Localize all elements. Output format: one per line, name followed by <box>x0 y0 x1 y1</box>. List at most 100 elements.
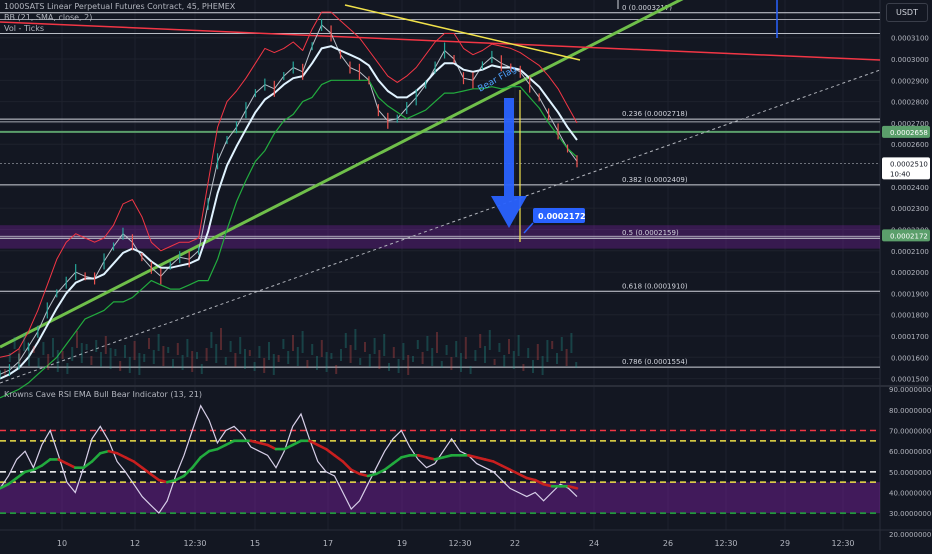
series-ema-segment <box>525 476 537 482</box>
time-axis-tick: 12:30 <box>714 539 737 548</box>
series-ema-segment <box>466 454 478 459</box>
series-ema-segment <box>157 478 169 484</box>
volume-bar <box>47 354 50 370</box>
volume-bar <box>210 332 213 348</box>
volume-bar <box>436 332 438 353</box>
volume-bar <box>95 340 98 352</box>
rsi-axis-tick: 90.0000000 <box>889 386 931 394</box>
volume-bar <box>368 354 371 367</box>
volume-bar <box>200 364 203 374</box>
volume-bar <box>392 347 395 358</box>
series-ema-segment <box>140 466 152 476</box>
time-axis-tick: 22 <box>510 539 520 548</box>
volume-indicator-label[interactable]: Vol - Ticks <box>4 24 45 33</box>
volume-bar <box>191 351 194 372</box>
series-ema-segment <box>400 454 412 459</box>
price-axis-tick: 0.0003100 <box>891 35 929 43</box>
series-ema-segment <box>23 468 35 474</box>
series-bb-lower <box>0 79 578 399</box>
series-ema-segment <box>391 456 403 465</box>
volume-bar <box>464 337 467 359</box>
rsi-indicator-title: Krowns Cave RSI EMA Bull Bear Indicator … <box>4 390 202 399</box>
price-axis-tick: 0.0001800 <box>891 312 929 320</box>
series-ema-segment <box>283 443 294 451</box>
volume-bar <box>397 359 400 373</box>
series-ema-segment <box>483 458 495 463</box>
volume-bar <box>23 333 26 351</box>
volume-bar <box>37 358 40 368</box>
volume-bar <box>215 344 218 363</box>
volume-bar <box>527 348 530 358</box>
volume-bar <box>282 339 285 349</box>
series-price <box>0 24 578 375</box>
price-tag-countdown: 10:40 <box>890 170 910 178</box>
time-axis-tick: 24 <box>589 539 599 548</box>
volume-bar <box>119 361 122 371</box>
volume-bar <box>124 345 126 358</box>
volume-bar <box>133 341 136 360</box>
volume-bar <box>148 338 150 349</box>
volume-bar <box>349 345 352 363</box>
rsi-axis-tick: 70.0000000 <box>889 428 931 436</box>
fib-label: 0.618 (0.0001910) <box>622 282 688 290</box>
series-ema-segment <box>500 464 512 472</box>
time-axis-tick: 29 <box>780 539 790 548</box>
volume-bar <box>287 351 290 364</box>
series-ema-segment <box>132 460 144 469</box>
volume-bar <box>71 347 74 361</box>
volume-bar <box>335 365 338 374</box>
volume-bar <box>378 350 381 369</box>
volume-bar <box>484 346 486 363</box>
series-ema-segment <box>82 460 94 469</box>
volume-bar <box>258 346 261 358</box>
volume-bar <box>76 331 78 348</box>
volume-bar <box>18 349 21 364</box>
volume-bar <box>157 334 160 351</box>
volume-bar <box>340 349 342 361</box>
volume-bar <box>268 342 270 360</box>
volume-bar <box>61 351 64 359</box>
descending-resistance-line <box>0 21 881 61</box>
volume-bar <box>354 329 357 350</box>
volume-bar <box>512 351 515 369</box>
series-ema-segment <box>508 468 520 476</box>
volume-bar <box>426 336 429 351</box>
price-axis-tick: 0.0002800 <box>891 99 929 107</box>
rsi-zone <box>0 482 880 514</box>
fib-label: 0.382 (0.0002409) <box>622 176 688 184</box>
volume-bar <box>311 344 314 355</box>
price-axis-tick: 0.0001500 <box>891 376 929 384</box>
volume-bar <box>162 346 165 366</box>
series-ema-segment <box>0 482 10 490</box>
fib-label: 0.236 (0.0002718) <box>622 110 688 118</box>
series-ema-segment <box>308 439 320 447</box>
time-axis-tick: 26 <box>663 539 673 548</box>
volume-bar <box>551 341 554 349</box>
price-tag <box>882 229 930 242</box>
series-ema-segment <box>324 447 336 457</box>
series-ema-segment <box>542 482 554 488</box>
series-ema-segment <box>358 472 370 478</box>
volume-bar <box>431 348 434 366</box>
volume-bar <box>244 349 246 369</box>
volume-bar <box>176 343 179 355</box>
time-axis-tick: 12:30 <box>448 539 471 548</box>
price-axis-tick: 0.0001600 <box>891 354 929 362</box>
series-ema-segment <box>15 470 27 480</box>
volume-bar <box>13 337 16 349</box>
volume-bar <box>8 353 11 362</box>
volume-bar <box>239 337 242 354</box>
series-ema-segment <box>40 458 52 467</box>
target-callout-box <box>533 208 585 223</box>
symbol-title: 1000SATS Linear Perpetual Futures Contra… <box>4 2 236 11</box>
series-ema-segment <box>266 443 278 451</box>
currency-selector[interactable]: USDT <box>886 3 928 22</box>
time-axis-tick: 19 <box>397 539 407 548</box>
volume-bar <box>412 356 414 362</box>
series-ema-segment <box>165 478 177 484</box>
bb-indicator-label[interactable]: BB (21, SMA, close, 2) <box>4 13 93 22</box>
rsi-axis-tick: 40.0000000 <box>889 489 931 497</box>
volume-bar <box>479 334 482 348</box>
